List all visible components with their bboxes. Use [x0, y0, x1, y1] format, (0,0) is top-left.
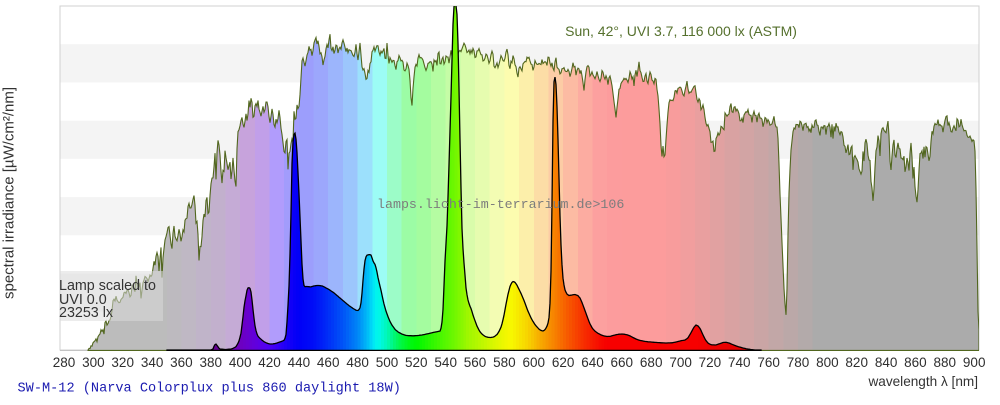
svg-text:800: 800 [816, 355, 839, 370]
svg-text:860: 860 [904, 355, 927, 370]
svg-text:540: 540 [434, 355, 457, 370]
svg-text:UVI 0.0: UVI 0.0 [59, 292, 107, 308]
svg-text:680: 680 [640, 355, 663, 370]
svg-text:Sun, 42°, UVI 3.7, 116 000 lx: Sun, 42°, UVI 3.7, 116 000 lx (ASTM) [565, 23, 797, 39]
svg-text:560: 560 [464, 355, 487, 370]
svg-text:600: 600 [523, 355, 546, 370]
svg-text:900: 900 [963, 355, 986, 370]
svg-text:820: 820 [845, 355, 868, 370]
svg-text:700: 700 [669, 355, 692, 370]
svg-text:580: 580 [493, 355, 516, 370]
svg-text:500: 500 [376, 355, 399, 370]
svg-text:400: 400 [229, 355, 252, 370]
svg-text:520: 520 [405, 355, 428, 370]
svg-text:wavelength λ [nm]: wavelength λ [nm] [867, 374, 978, 389]
svg-text:480: 480 [346, 355, 369, 370]
svg-text:660: 660 [611, 355, 634, 370]
svg-text:380: 380 [200, 355, 223, 370]
svg-text:SW-M-12 (Narva Colorplux plus: SW-M-12 (Narva Colorplux plus 860 daylig… [18, 382, 401, 397]
svg-text:740: 740 [728, 355, 751, 370]
svg-text:880: 880 [934, 355, 957, 370]
svg-text:Lamp scaled to: Lamp scaled to [59, 278, 156, 294]
svg-text:720: 720 [699, 355, 722, 370]
svg-text:780: 780 [787, 355, 810, 370]
svg-text:23253 lx: 23253 lx [59, 305, 113, 321]
svg-text:620: 620 [552, 355, 575, 370]
svg-text:440: 440 [288, 355, 311, 370]
svg-text:360: 360 [170, 355, 193, 370]
svg-text:420: 420 [258, 355, 281, 370]
svg-text:300: 300 [82, 355, 105, 370]
svg-text:760: 760 [757, 355, 780, 370]
svg-text:460: 460 [317, 355, 340, 370]
svg-text:280: 280 [53, 355, 76, 370]
svg-text:lamps.licht-im-terrarium.de>10: lamps.licht-im-terrarium.de>106 [377, 197, 624, 212]
svg-text:640: 640 [581, 355, 604, 370]
svg-text:spectral irradiance [µW/cm²/nm: spectral irradiance [µW/cm²/nm] [1, 87, 18, 299]
svg-text:320: 320 [111, 355, 134, 370]
svg-text:840: 840 [875, 355, 898, 370]
svg-text:340: 340 [141, 355, 164, 370]
